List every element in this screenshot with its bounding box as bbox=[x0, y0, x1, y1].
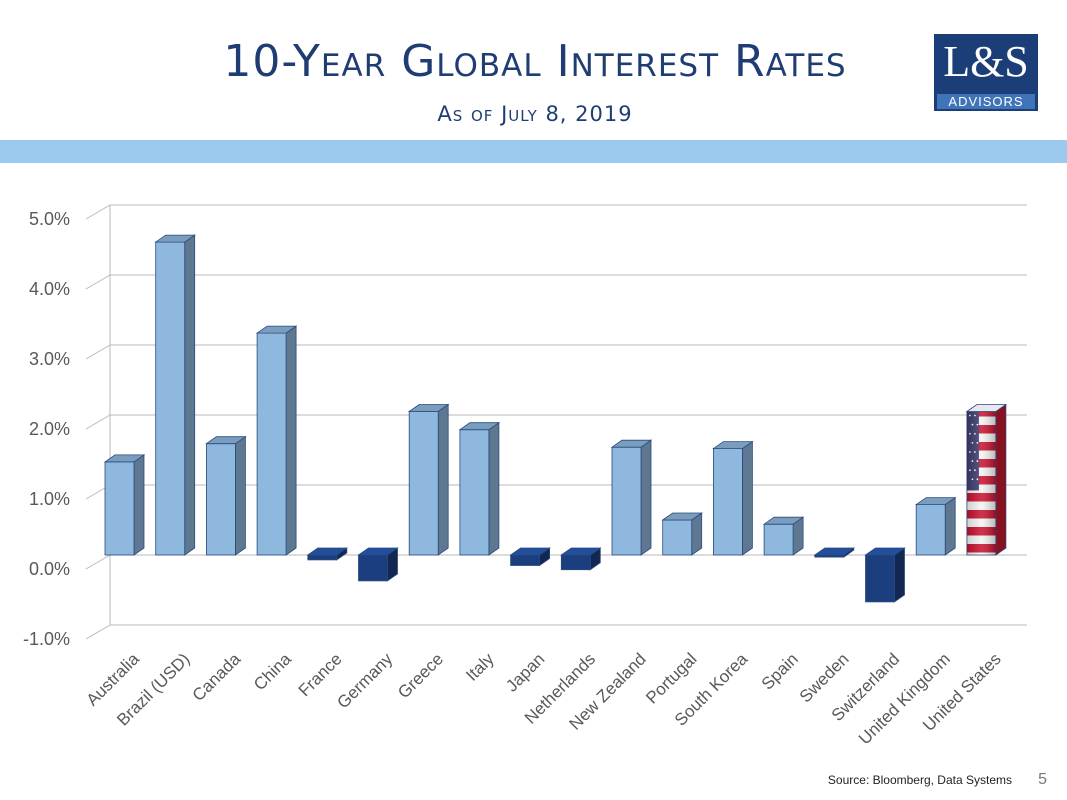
slide-subtitle: As of July 8, 2019 bbox=[437, 102, 633, 126]
bar-top bbox=[610, 439, 653, 448]
bar bbox=[965, 403, 1008, 556]
bar-front bbox=[307, 554, 338, 561]
bar-top bbox=[357, 547, 399, 556]
bar bbox=[560, 547, 602, 571]
y-tick-label: -1.0% bbox=[23, 629, 70, 649]
page-number: 5 bbox=[1038, 771, 1047, 788]
y-tick-label: 4.0% bbox=[29, 279, 70, 299]
y-tick-label: 3.0% bbox=[29, 349, 70, 369]
y-tick-label: 2.0% bbox=[29, 419, 70, 439]
gridline-depth bbox=[85, 274, 111, 290]
x-category-label: Canada bbox=[189, 649, 245, 705]
bar bbox=[813, 547, 856, 558]
bar-top bbox=[965, 404, 1008, 412]
bar-side bbox=[488, 421, 500, 556]
gridline-depth bbox=[85, 204, 111, 220]
bar-side bbox=[184, 234, 196, 556]
x-category-label: China bbox=[250, 649, 295, 694]
bar-front bbox=[155, 241, 186, 556]
bar bbox=[154, 234, 196, 556]
bar bbox=[255, 325, 298, 556]
x-category-label: Italy bbox=[462, 649, 498, 685]
bar-front bbox=[459, 429, 490, 556]
source-note: Source: Bloomberg, Data Systems bbox=[827, 773, 1012, 787]
bar bbox=[762, 516, 805, 556]
bar-front bbox=[915, 504, 946, 556]
bar-top bbox=[255, 325, 298, 334]
x-category-label: Greece bbox=[394, 649, 447, 702]
logo-main-text: L&S bbox=[943, 37, 1029, 86]
bar-top bbox=[407, 404, 450, 412]
bar-front bbox=[256, 332, 287, 556]
x-category-label: Japan bbox=[502, 649, 548, 695]
bar-front bbox=[104, 461, 135, 556]
bar-side bbox=[234, 435, 246, 556]
y-tick-label: 0.0% bbox=[29, 559, 70, 579]
bar bbox=[407, 403, 450, 556]
bar-side bbox=[944, 496, 956, 556]
bar-top bbox=[661, 512, 703, 521]
bar-top bbox=[560, 547, 602, 556]
bar bbox=[205, 435, 247, 556]
x-category-label: Germany bbox=[333, 649, 396, 712]
bar bbox=[103, 454, 146, 556]
bar-front bbox=[358, 554, 388, 582]
bar-top bbox=[306, 547, 349, 556]
gridline-depth bbox=[85, 624, 111, 640]
bar-side bbox=[742, 440, 753, 556]
bar bbox=[914, 496, 957, 556]
bar-front bbox=[713, 448, 743, 556]
bar-front bbox=[611, 446, 642, 556]
bar-side bbox=[133, 454, 145, 556]
bar-front bbox=[205, 443, 236, 556]
header-band bbox=[0, 140, 1067, 163]
gridline-depth bbox=[85, 554, 111, 570]
y-tick-label: 5.0% bbox=[29, 209, 70, 229]
bar bbox=[509, 547, 551, 567]
bar bbox=[357, 547, 399, 582]
bar-side bbox=[995, 403, 1007, 556]
x-category-label: France bbox=[295, 649, 346, 700]
x-category-label: Spain bbox=[758, 649, 802, 693]
bar-front bbox=[560, 554, 591, 571]
bar-top bbox=[914, 497, 957, 506]
bar-front bbox=[763, 523, 794, 556]
company-logo: L&S ADVISORS bbox=[934, 34, 1038, 111]
bar-top bbox=[864, 547, 906, 556]
logo-sub-text: ADVISORS bbox=[937, 94, 1035, 109]
bar bbox=[306, 547, 349, 561]
bar-top bbox=[712, 441, 754, 450]
bar-top bbox=[509, 547, 551, 556]
x-category-label: United Kingdom bbox=[855, 649, 954, 748]
bar-top bbox=[103, 454, 146, 463]
bar-front bbox=[662, 519, 693, 556]
bar-side bbox=[285, 325, 297, 556]
bar-top bbox=[154, 234, 196, 243]
bar bbox=[610, 439, 653, 556]
bar bbox=[661, 512, 703, 556]
bar-side bbox=[437, 403, 449, 556]
slide-title: 10-Year Global Interest Rates bbox=[223, 36, 847, 87]
bar bbox=[712, 440, 754, 556]
bar bbox=[864, 547, 906, 603]
bar-top bbox=[458, 422, 501, 431]
bar-top bbox=[762, 516, 805, 525]
flag-shading bbox=[966, 411, 996, 555]
bar bbox=[458, 421, 501, 556]
gridline-depth bbox=[85, 414, 111, 430]
bar-side bbox=[894, 547, 905, 603]
gridline-depth bbox=[85, 344, 111, 360]
bar-top bbox=[205, 436, 247, 445]
bar-top bbox=[813, 547, 856, 556]
bar-front bbox=[408, 411, 439, 556]
bar-side bbox=[640, 439, 652, 556]
bar-front bbox=[865, 554, 895, 603]
bar-front bbox=[510, 554, 541, 566]
y-tick-label: 1.0% bbox=[29, 489, 70, 509]
